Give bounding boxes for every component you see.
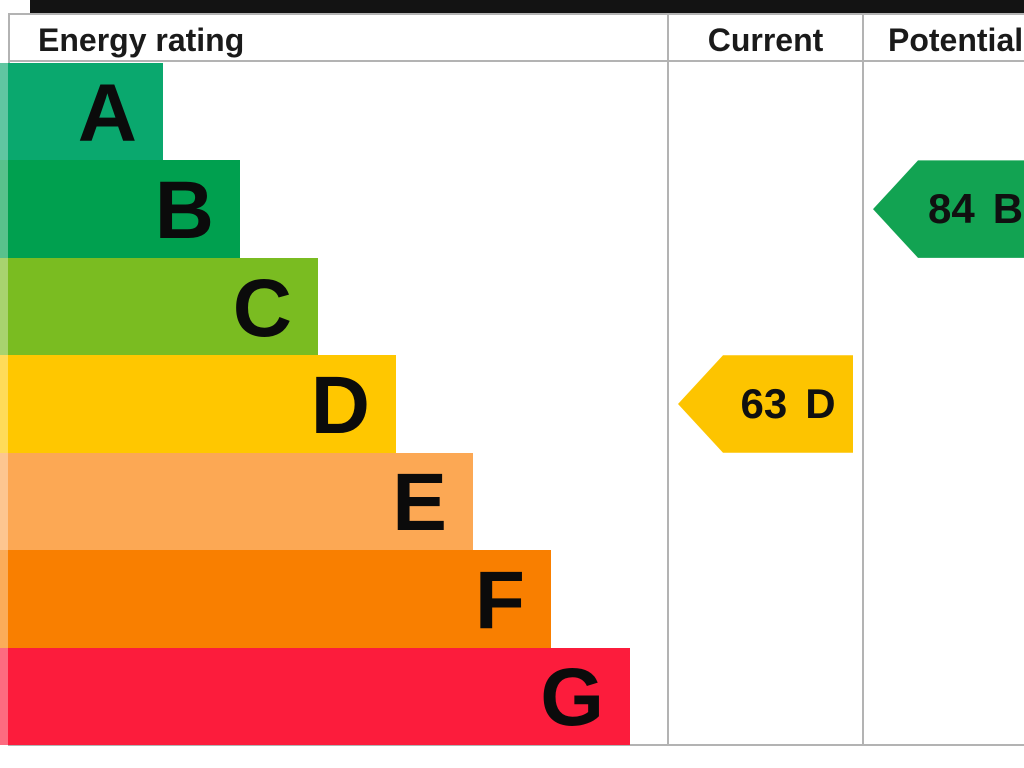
band-left-strip <box>0 160 8 258</box>
band-left-strip <box>0 63 8 161</box>
band-letter-c: C <box>232 262 292 354</box>
current-band-letter: D <box>805 379 836 427</box>
column-header-current: Current <box>707 22 824 58</box>
band-letter-b: B <box>154 165 214 257</box>
band-row-a: A <box>0 63 163 161</box>
potential-band-letter: B <box>992 185 1024 233</box>
band-bar-g: G <box>8 647 630 745</box>
band-letter-g: G <box>540 652 604 744</box>
band-bar-a: A <box>8 63 163 161</box>
band-left-strip <box>0 257 8 356</box>
table-border-top <box>8 13 1024 15</box>
table-border-bottom <box>8 744 1024 746</box>
band-bar-b: B <box>8 160 240 258</box>
band-row-g: G <box>0 647 630 745</box>
column-header-energy-rating: Energy rating <box>38 22 245 58</box>
band-bar-e: E <box>8 452 473 551</box>
current-rating-arrow: 63 D <box>678 355 853 453</box>
band-row-d: D <box>0 355 396 453</box>
table-border-current-column <box>667 13 669 746</box>
current-score-value: 63 <box>740 379 788 427</box>
band-left-strip <box>0 355 8 453</box>
band-letter-d: D <box>310 359 370 451</box>
band-row-f: F <box>0 550 551 648</box>
band-bar-d: D <box>8 355 396 453</box>
band-bar-f: F <box>8 550 551 648</box>
band-letter-a: A <box>77 67 137 159</box>
table-border-header-bottom <box>8 60 1024 62</box>
column-header-potential: Potential <box>888 22 1024 58</box>
band-letter-f: F <box>474 554 525 646</box>
band-row-e: E <box>0 452 473 551</box>
potential-rating-arrow: 84 B <box>873 160 1024 258</box>
table-border-potential-column <box>862 13 864 746</box>
band-left-strip <box>0 550 8 648</box>
band-left-strip <box>0 647 8 745</box>
band-row-b: B <box>0 160 240 258</box>
potential-score-value: 84 <box>927 185 975 233</box>
band-letter-e: E <box>392 457 447 549</box>
top-black-bar <box>30 0 1024 13</box>
band-row-c: C <box>0 257 318 356</box>
band-left-strip <box>0 452 8 551</box>
band-bar-c: C <box>8 257 318 356</box>
